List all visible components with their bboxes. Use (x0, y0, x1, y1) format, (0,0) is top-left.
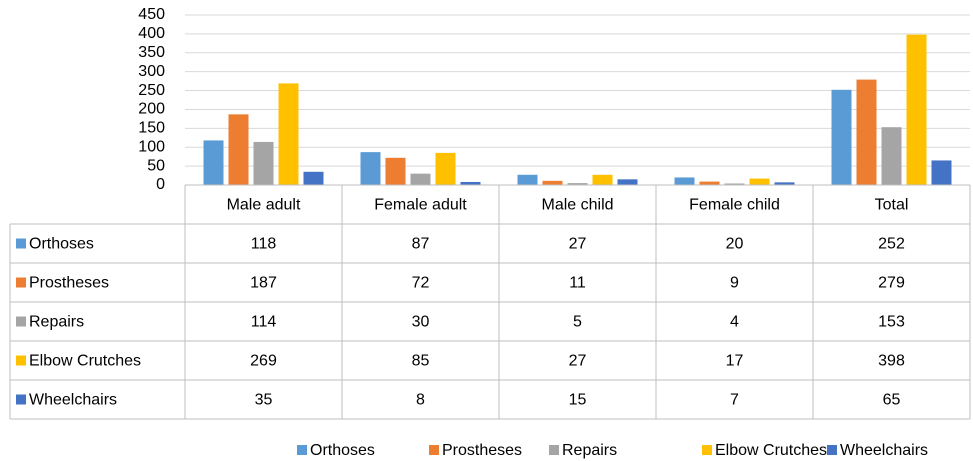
y-tick-label: 0 (156, 176, 165, 193)
bar (203, 140, 224, 185)
legend-key (297, 445, 307, 455)
bar (931, 160, 952, 185)
x-tick-label: Male child (541, 197, 613, 214)
legend-key (16, 277, 26, 288)
table-cell: 398 (878, 353, 905, 370)
y-tick-label: 150 (138, 120, 165, 137)
legend-label: Wheelchairs (840, 442, 928, 459)
legend-key (827, 445, 837, 455)
bar (253, 141, 274, 185)
bar (881, 127, 902, 185)
row-label: Orthoses (29, 236, 94, 253)
legend-label: Orthoses (310, 442, 375, 459)
x-tick-label: Male adult (227, 197, 301, 214)
table-cell: 72 (412, 275, 430, 292)
table-cell: 17 (726, 353, 744, 370)
table-cell: 187 (250, 275, 277, 292)
row-label: Prostheses (29, 275, 109, 292)
y-tick-label: 250 (138, 82, 165, 99)
bar (460, 181, 481, 185)
bar (360, 152, 381, 185)
y-tick-label: 100 (138, 138, 165, 155)
legend-key (429, 445, 439, 455)
bar (228, 114, 249, 185)
table-cell: 153 (878, 314, 905, 331)
bar (567, 183, 588, 185)
table-cell: 27 (569, 236, 587, 253)
bar (699, 181, 720, 185)
bar (674, 177, 695, 185)
x-tick-label: Female child (689, 197, 780, 214)
bar (542, 180, 563, 185)
table-cell: 118 (251, 236, 277, 253)
bar (385, 157, 406, 185)
bar (303, 171, 324, 185)
row-label: Elbow Crutches (29, 353, 141, 370)
y-tick-label: 300 (138, 63, 165, 80)
bar (278, 83, 299, 185)
table-cell: 4 (730, 314, 739, 331)
row-label: Wheelchairs (29, 392, 117, 409)
legend-label: Repairs (562, 442, 617, 459)
legend-key (16, 316, 26, 327)
bar (906, 34, 927, 186)
table-cell: 27 (569, 353, 587, 370)
legend-label: Prostheses (442, 442, 522, 459)
bar (592, 174, 613, 185)
table-cell: 269 (250, 353, 277, 370)
legend-key (16, 394, 26, 405)
y-tick-label: 450 (138, 6, 165, 23)
x-tick-label: Total (875, 197, 909, 214)
table-cell: 65 (883, 392, 901, 409)
table-cell: 20 (726, 236, 744, 253)
table-cell: 5 (573, 314, 582, 331)
y-tick-label: 50 (147, 157, 165, 174)
bar (410, 173, 431, 185)
table-cell: 279 (878, 275, 905, 292)
legend-key (549, 445, 559, 455)
y-tick-label: 350 (138, 44, 165, 61)
bar (724, 183, 745, 185)
bar (774, 182, 795, 185)
table-cell: 87 (412, 236, 430, 253)
table-cell: 30 (412, 314, 430, 331)
bar (617, 179, 638, 185)
row-label: Repairs (29, 314, 84, 331)
y-tick-label: 200 (138, 101, 165, 118)
table-cell: 11 (569, 275, 586, 292)
table-cell: 7 (730, 392, 739, 409)
table-cell: 9 (730, 275, 739, 292)
bar (831, 89, 852, 185)
table-cell: 15 (569, 392, 587, 409)
table-cell: 35 (255, 392, 273, 409)
bar (517, 174, 538, 185)
bar (435, 152, 456, 185)
legend-key (702, 445, 712, 455)
bar (856, 79, 877, 185)
x-tick-label: Female adult (374, 197, 467, 214)
legend-key (16, 238, 26, 249)
table-cell: 114 (251, 314, 277, 331)
legend-key (16, 355, 26, 366)
legend-label: Elbow Crutches (715, 442, 827, 459)
table-cell: 8 (416, 392, 425, 409)
table-cell: 85 (412, 353, 430, 370)
table-cell: 252 (878, 236, 905, 253)
y-tick-label: 400 (138, 25, 165, 42)
bar (749, 178, 770, 185)
